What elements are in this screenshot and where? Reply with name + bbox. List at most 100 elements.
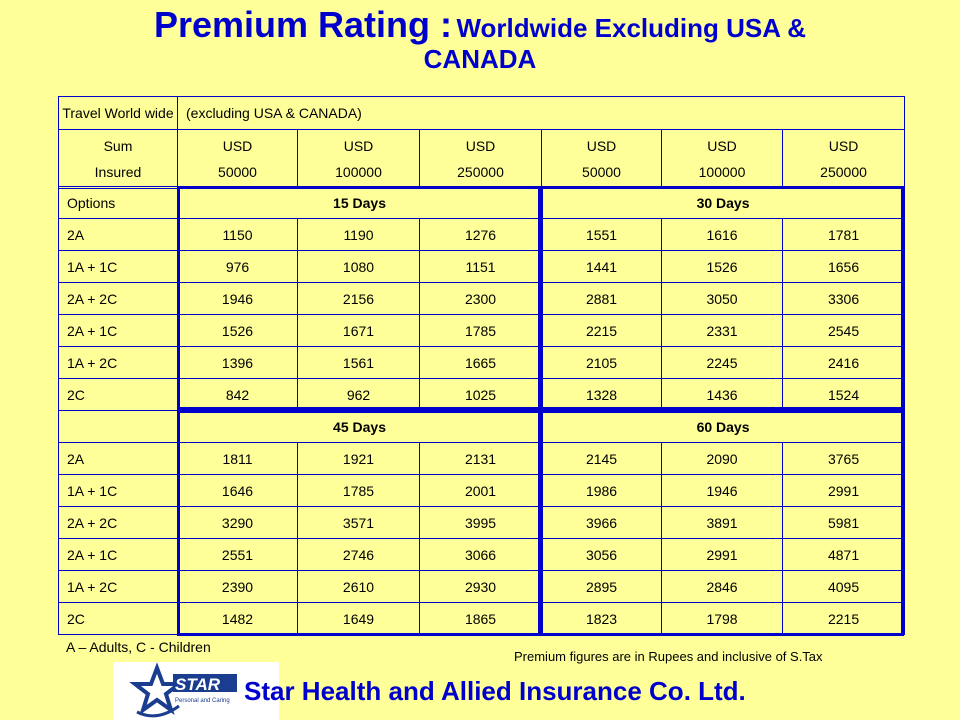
table-row: 2C 1482 1649 1865 1823 1798 2215 bbox=[58, 602, 906, 635]
table-row: 2A 1811 1921 2131 2145 2090 3765 bbox=[58, 442, 906, 475]
premium-cell: 3290 bbox=[177, 506, 298, 539]
premium-cell: 2610 bbox=[297, 570, 420, 603]
premium-cell: 3066 bbox=[418, 538, 543, 571]
premium-cell: 2991 bbox=[661, 538, 784, 571]
option-cell: 2A bbox=[58, 442, 178, 475]
premium-cell: 1798 bbox=[661, 602, 784, 635]
premium-cell: 2846 bbox=[661, 570, 784, 603]
premium-cell: 3056 bbox=[541, 538, 663, 571]
premium-cell: 842 bbox=[177, 378, 298, 411]
premium-cell: 1616 bbox=[661, 218, 784, 251]
amount-header: USD 250000 bbox=[781, 129, 906, 189]
premium-cell: 2416 bbox=[782, 346, 906, 379]
footnote-currency: Premium figures are in Rupees and inclus… bbox=[514, 649, 823, 664]
option-cell: 2A + 2C bbox=[58, 506, 178, 539]
premium-cell: 1551 bbox=[541, 218, 663, 251]
premium-cell: 2551 bbox=[177, 538, 298, 571]
table-row: 1A + 2C 1396 1561 1665 2105 2245 2416 bbox=[58, 346, 906, 379]
option-cell: 2A + 1C bbox=[58, 314, 178, 347]
option-cell: 1A + 1C bbox=[58, 474, 178, 507]
table-row: 2A + 2C 3290 3571 3995 3966 3891 5981 bbox=[58, 506, 906, 539]
option-cell: 2C bbox=[58, 378, 178, 411]
premium-cell: 2145 bbox=[541, 442, 663, 475]
premium-cell: 3966 bbox=[541, 506, 663, 539]
premium-cell: 1436 bbox=[661, 378, 784, 411]
title-line2: CANADA bbox=[423, 44, 537, 75]
company-logo: STAR Personal and Caring bbox=[113, 662, 279, 720]
premium-cell: 1665 bbox=[418, 346, 543, 379]
premium-cell: 1946 bbox=[661, 474, 784, 507]
table-row: 2A 1150 1190 1276 1551 1616 1781 bbox=[58, 218, 906, 251]
option-cell: 2A + 2C bbox=[58, 282, 178, 315]
premium-cell: 1328 bbox=[541, 378, 663, 411]
premium-cell: 2156 bbox=[297, 282, 420, 315]
premium-cell: 3571 bbox=[297, 506, 420, 539]
premium-cell: 3765 bbox=[782, 442, 906, 475]
option-cell: 2C bbox=[58, 602, 178, 635]
sum-insured-label: Sum Insured bbox=[58, 129, 178, 189]
premium-cell: 4095 bbox=[782, 570, 906, 603]
premium-cell: 2300 bbox=[418, 282, 543, 315]
premium-cell: 1986 bbox=[541, 474, 663, 507]
header-table: Travel World wide (excluding USA & CANAD… bbox=[58, 96, 906, 189]
options-label: Options bbox=[58, 186, 178, 219]
premium-cell: 2390 bbox=[177, 570, 298, 603]
table-row: 2C 842 962 1025 1328 1436 1524 bbox=[58, 378, 906, 411]
premium-cell: 1396 bbox=[177, 346, 298, 379]
premium-cell: 2895 bbox=[541, 570, 663, 603]
option-cell: 2A bbox=[58, 218, 178, 251]
premium-cell: 1276 bbox=[418, 218, 543, 251]
premium-cell: 1025 bbox=[418, 378, 543, 411]
footnote-legend: A – Adults, C - Children bbox=[66, 639, 211, 655]
premium-cell: 2930 bbox=[418, 570, 543, 603]
header-region-label: (excluding USA & CANADA) bbox=[176, 96, 906, 130]
premium-cell: 3891 bbox=[661, 506, 784, 539]
premium-cell: 1190 bbox=[297, 218, 420, 251]
premium-cell: 2105 bbox=[541, 346, 663, 379]
premium-cell: 2131 bbox=[418, 442, 543, 475]
premium-cell: 962 bbox=[297, 378, 420, 411]
premium-cell: 1526 bbox=[661, 250, 784, 283]
section-45-60-days: 45 Days 60 Days 2A 1811 1921 2131 2145 2090 37… bbox=[58, 410, 906, 635]
premium-cell: 1785 bbox=[297, 474, 420, 507]
premium-cell: 4871 bbox=[782, 538, 906, 571]
premium-cell: 1646 bbox=[177, 474, 298, 507]
premium-cell: 1823 bbox=[541, 602, 663, 635]
amount-header: USD 100000 bbox=[661, 129, 783, 189]
premium-cell: 1526 bbox=[177, 314, 298, 347]
section-15-30-days: Options 15 Days 30 Days 2A 1150 1190 1276 15… bbox=[58, 186, 906, 411]
premium-cell: 1649 bbox=[297, 602, 420, 635]
premium-cell: 2881 bbox=[541, 282, 663, 315]
premium-cell: 2215 bbox=[782, 602, 906, 635]
company-name: Star Health and Allied Insurance Co. Ltd… bbox=[244, 676, 746, 706]
premium-cell: 2215 bbox=[541, 314, 663, 347]
amount-header: USD 250000 bbox=[419, 129, 542, 189]
option-cell: 1A + 1C bbox=[58, 250, 178, 283]
premium-cell: 976 bbox=[177, 250, 298, 283]
title-main: Premium Rating : bbox=[153, 4, 452, 45]
premium-cell: 2090 bbox=[661, 442, 784, 475]
table-row: 2A + 2C 1946 2156 2300 2881 3050 3306 bbox=[58, 282, 906, 315]
premium-cell: 5981 bbox=[782, 506, 906, 539]
amount-header: USD 100000 bbox=[297, 129, 420, 189]
amount-header: USD 50000 bbox=[177, 129, 298, 189]
premium-cell: 1656 bbox=[782, 250, 906, 283]
premium-cell: 2331 bbox=[661, 314, 784, 347]
header-travel-label: Travel World wide bbox=[58, 96, 178, 130]
period-header: 15 Days bbox=[176, 186, 543, 219]
table-row: 1A + 1C 976 1080 1151 1441 1526 1656 bbox=[58, 250, 906, 283]
premium-cell: 1785 bbox=[418, 314, 543, 347]
table-row: 1A + 1C 1646 1785 2001 1986 1946 2991 bbox=[58, 474, 906, 507]
premium-cell: 3306 bbox=[782, 282, 906, 315]
title-sub: Worldwide Excluding USA & bbox=[456, 13, 807, 43]
premium-cell: 2001 bbox=[418, 474, 543, 507]
premium-cell: 1671 bbox=[297, 314, 420, 347]
page-title: Premium Rating : Worldwide Excluding USA… bbox=[0, 4, 960, 75]
premium-cell: 3050 bbox=[661, 282, 784, 315]
premium-cell: 1151 bbox=[418, 250, 543, 283]
premium-cell: 1150 bbox=[177, 218, 298, 251]
premium-cell: 3995 bbox=[418, 506, 543, 539]
amount-header: USD 50000 bbox=[541, 129, 662, 189]
premium-cell: 1080 bbox=[297, 250, 420, 283]
premium-cell: 2746 bbox=[297, 538, 420, 571]
